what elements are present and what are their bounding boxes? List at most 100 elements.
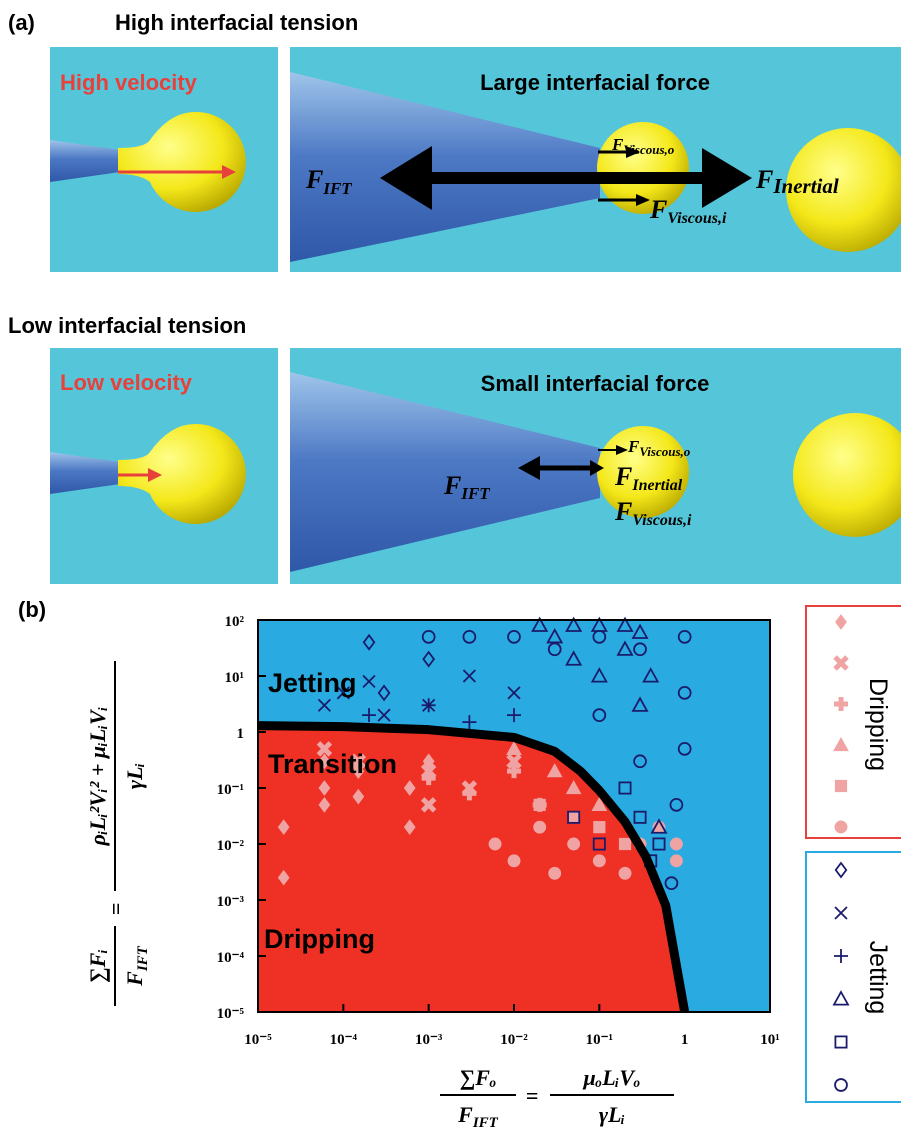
force-label: FIFT — [443, 471, 490, 503]
marker — [377, 708, 391, 722]
marker — [633, 642, 647, 657]
x-tick-label: 10¹ — [760, 1032, 780, 1048]
force-label: FInertial — [614, 462, 683, 494]
marker — [352, 788, 365, 805]
marker — [633, 754, 647, 769]
marker — [834, 779, 848, 793]
marker — [592, 837, 606, 851]
x-tick-label: 10⁻⁵ — [244, 1032, 272, 1048]
x-tick-label: 10⁻⁴ — [330, 1032, 358, 1048]
marker — [403, 780, 416, 796]
marker — [362, 708, 377, 723]
marker — [507, 708, 521, 723]
marker — [834, 906, 848, 920]
svg-text:∑Fₒ: ∑Fₒ — [460, 1065, 497, 1090]
marker — [652, 837, 666, 851]
panel-label: (a) — [8, 10, 35, 35]
x-tick-label: 1 — [681, 1032, 689, 1048]
svg-text:FIFT: FIFT — [122, 945, 151, 987]
marker — [506, 740, 522, 755]
legend-label: Dripping — [864, 678, 892, 771]
marker — [565, 616, 583, 632]
marker — [547, 642, 562, 657]
marker — [316, 741, 333, 757]
large-box — [290, 348, 901, 584]
y-tick-label: 10¹ — [225, 670, 245, 686]
marker — [834, 820, 848, 834]
force-label: FViscous,o — [611, 135, 675, 157]
marker — [677, 742, 692, 756]
marker — [677, 686, 692, 700]
marker — [832, 990, 850, 1006]
marker — [548, 866, 562, 880]
marker — [650, 818, 668, 834]
region-label: Transition — [268, 749, 397, 779]
marker — [317, 698, 331, 712]
marker — [833, 655, 849, 671]
svg-text:ρᵢLᵢ²Vᵢ² + μᵢLᵢVᵢ: ρᵢLᵢ²Vᵢ² + μᵢLᵢVᵢ — [85, 707, 110, 847]
x-tick-label: 10⁻³ — [415, 1032, 443, 1048]
row-heading: High interfacial tension — [115, 10, 358, 35]
marker — [421, 771, 436, 786]
y-tick-label: 10⁻⁵ — [217, 1006, 245, 1022]
small-box — [50, 348, 278, 584]
marker — [421, 698, 436, 713]
marker — [834, 949, 848, 963]
marker — [277, 819, 290, 835]
marker — [531, 616, 549, 632]
marker — [318, 780, 331, 796]
marker — [318, 753, 331, 770]
marker — [834, 1035, 848, 1049]
marker — [362, 674, 376, 689]
large-box — [290, 47, 901, 272]
marker — [546, 763, 563, 778]
marker — [834, 1078, 848, 1092]
legend-box — [805, 605, 901, 839]
svg-text:=: = — [103, 903, 128, 916]
marker — [377, 684, 391, 702]
marker — [669, 854, 683, 868]
marker — [592, 708, 607, 722]
marker — [352, 763, 365, 779]
velocity-label: High velocity — [60, 70, 198, 95]
marker — [565, 650, 583, 666]
velocity-label: Low velocity — [60, 370, 193, 395]
marker — [631, 696, 649, 712]
force-label: FViscous,o — [627, 437, 691, 459]
marker — [507, 686, 521, 700]
marker — [833, 736, 849, 752]
marker — [618, 866, 632, 880]
marker — [616, 616, 634, 632]
marker — [592, 854, 606, 868]
legend: Dripping Jetting — [832, 614, 892, 1092]
marker — [507, 630, 521, 644]
svg-text:FIFT: FIFT — [457, 1102, 499, 1131]
marker — [618, 837, 632, 851]
marker — [835, 614, 847, 630]
marker — [421, 630, 436, 644]
region-label: Jetting — [268, 668, 357, 698]
marker — [506, 753, 522, 769]
svg-text:γLᵢ: γLᵢ — [599, 1102, 625, 1127]
force-label: FViscous,i — [649, 195, 727, 227]
marker — [336, 686, 350, 700]
marker — [318, 797, 331, 813]
marker — [592, 630, 607, 644]
svg-text:μₒLᵢVₒ: μₒLᵢVₒ — [583, 1065, 641, 1090]
marker — [590, 667, 608, 683]
marker — [462, 630, 477, 644]
svg-text:=: = — [526, 1083, 539, 1108]
x-axis-label: ∑Fₒ FIFT = μₒLᵢVₒ γLᵢ — [440, 1065, 674, 1131]
svg-text:∑Fᵢ: ∑Fᵢ — [85, 949, 110, 983]
row-heading: Low interfacial tension — [8, 313, 246, 338]
marker — [488, 837, 502, 851]
marker — [462, 715, 477, 730]
marker — [618, 781, 632, 795]
marker — [533, 820, 547, 834]
marker — [462, 786, 477, 801]
boundary-line — [257, 721, 690, 1013]
marker — [565, 779, 582, 795]
marker — [350, 753, 367, 769]
marker — [834, 697, 848, 711]
